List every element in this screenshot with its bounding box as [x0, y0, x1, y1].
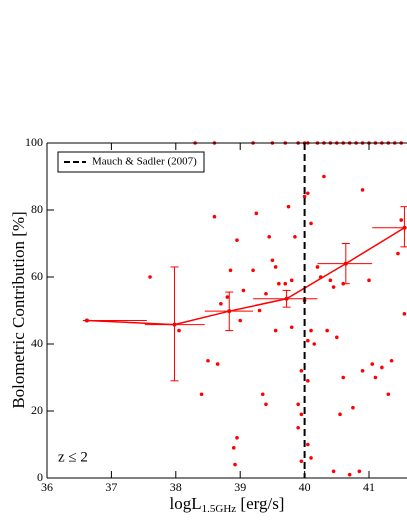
point: [289, 325, 294, 330]
point: [399, 218, 404, 222]
point: [289, 278, 294, 283]
y-tick-label: 60: [31, 269, 43, 283]
y-tick-label: 0: [37, 470, 43, 484]
point: [273, 265, 278, 269]
point: [309, 456, 313, 460]
point: [233, 462, 237, 467]
point: [296, 425, 300, 430]
median-line: [86, 227, 405, 326]
point: [315, 265, 320, 269]
point: [360, 369, 365, 373]
x-tick-label: 41: [363, 480, 375, 494]
x-label-sub: 1.5GHz: [202, 503, 237, 515]
legend-box: [57, 151, 205, 173]
point: [270, 258, 275, 263]
point: [206, 358, 210, 363]
point: [370, 362, 375, 366]
point: [231, 446, 236, 450]
y-axis-label: Bolometric Contribution [%]: [9, 211, 28, 408]
point: [277, 281, 281, 286]
point: [331, 469, 336, 474]
point: [306, 191, 310, 196]
point: [241, 288, 246, 293]
x-tick-label: 37: [105, 480, 117, 494]
point: [257, 308, 262, 313]
point: [347, 472, 352, 477]
point: [273, 328, 278, 333]
x-tick-label: 40: [299, 480, 311, 494]
median-point: [84, 318, 89, 323]
point: [325, 328, 329, 333]
x-tick-label: 39: [234, 480, 246, 494]
x-tick-label: 36: [41, 480, 53, 494]
y-tick-label: 80: [31, 202, 43, 216]
point: [367, 278, 371, 283]
point: [360, 188, 365, 192]
point: [219, 302, 223, 306]
median-point: [284, 296, 289, 301]
point: [386, 392, 391, 397]
point: [148, 275, 152, 279]
median-point: [172, 322, 177, 327]
plot-area: [82, 141, 407, 478]
point: [351, 405, 355, 410]
point: [328, 278, 333, 283]
point: [293, 235, 297, 239]
point: [402, 312, 407, 316]
y-tick-label: 40: [31, 336, 43, 350]
y-tick-label: 20: [31, 403, 43, 417]
point: [228, 268, 233, 273]
point: [357, 469, 362, 474]
x-tick-label: 38: [170, 480, 182, 494]
point: [306, 442, 310, 447]
point: [396, 251, 400, 256]
point: [225, 295, 230, 299]
x-label-unit: [erg/s]: [236, 494, 284, 513]
point: [235, 436, 239, 440]
point: [296, 402, 300, 407]
point: [373, 375, 378, 380]
y-tick-label: 100: [25, 135, 43, 149]
point: [299, 412, 304, 417]
point: [260, 392, 265, 397]
point: [199, 392, 204, 397]
point: [299, 369, 304, 373]
point: [302, 194, 307, 199]
point: [380, 365, 384, 370]
x-axis-label: logL1.5GHz [erg/s]: [170, 494, 285, 515]
point: [264, 402, 268, 407]
point: [264, 291, 268, 296]
point: [312, 342, 317, 346]
point: [286, 204, 291, 209]
point: [322, 174, 326, 179]
point: [251, 268, 255, 273]
point: [212, 214, 217, 219]
median-point: [343, 261, 348, 266]
point: [235, 238, 239, 242]
point: [335, 335, 339, 340]
legend-label: Mauch & Sadler (2007): [92, 156, 197, 168]
x-label-main: logL: [170, 494, 202, 513]
point: [341, 375, 346, 380]
point: [267, 235, 271, 239]
median-point: [402, 225, 407, 230]
point: [306, 338, 310, 343]
point: [215, 362, 220, 366]
point: [238, 318, 243, 323]
point: [177, 328, 181, 333]
point: [309, 221, 313, 226]
median-point: [227, 309, 232, 314]
point: [306, 379, 310, 383]
point: [283, 281, 288, 286]
point: [389, 358, 394, 363]
point: [299, 459, 304, 464]
annotation: z ≤ 2: [58, 449, 88, 465]
point: [338, 412, 342, 417]
point: [254, 211, 259, 216]
point: [309, 328, 313, 333]
point: [331, 285, 336, 289]
